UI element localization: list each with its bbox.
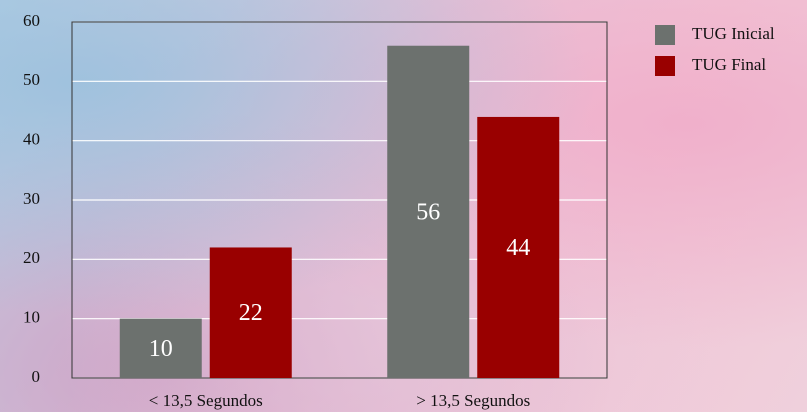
y-tick-label: 30 [23,189,40,208]
bar [119,318,202,378]
y-tick-label: 60 [23,11,40,30]
x-tick-label: < 13,5 Segundos [149,391,263,410]
bar-value-label: 10 [149,336,173,362]
bar [209,247,292,378]
bar [477,116,560,378]
y-tick-label: 20 [23,248,40,267]
legend-swatch [655,25,675,45]
y-tick-label: 10 [23,308,40,327]
bar [387,45,470,378]
legend-swatch [655,56,675,76]
y-tick-label: 50 [23,70,40,89]
plot-frame [71,21,608,379]
legend-label: TUG Final [692,55,766,74]
bar-value-label: 22 [239,300,263,326]
bar-value-label: 56 [416,199,440,225]
y-tick-label: 0 [32,367,41,386]
x-tick-label: > 13,5 Segundos [416,391,530,410]
legend-label: TUG Inicial [692,24,775,43]
y-tick-label: 40 [23,130,40,149]
bar-value-label: 44 [506,235,530,261]
